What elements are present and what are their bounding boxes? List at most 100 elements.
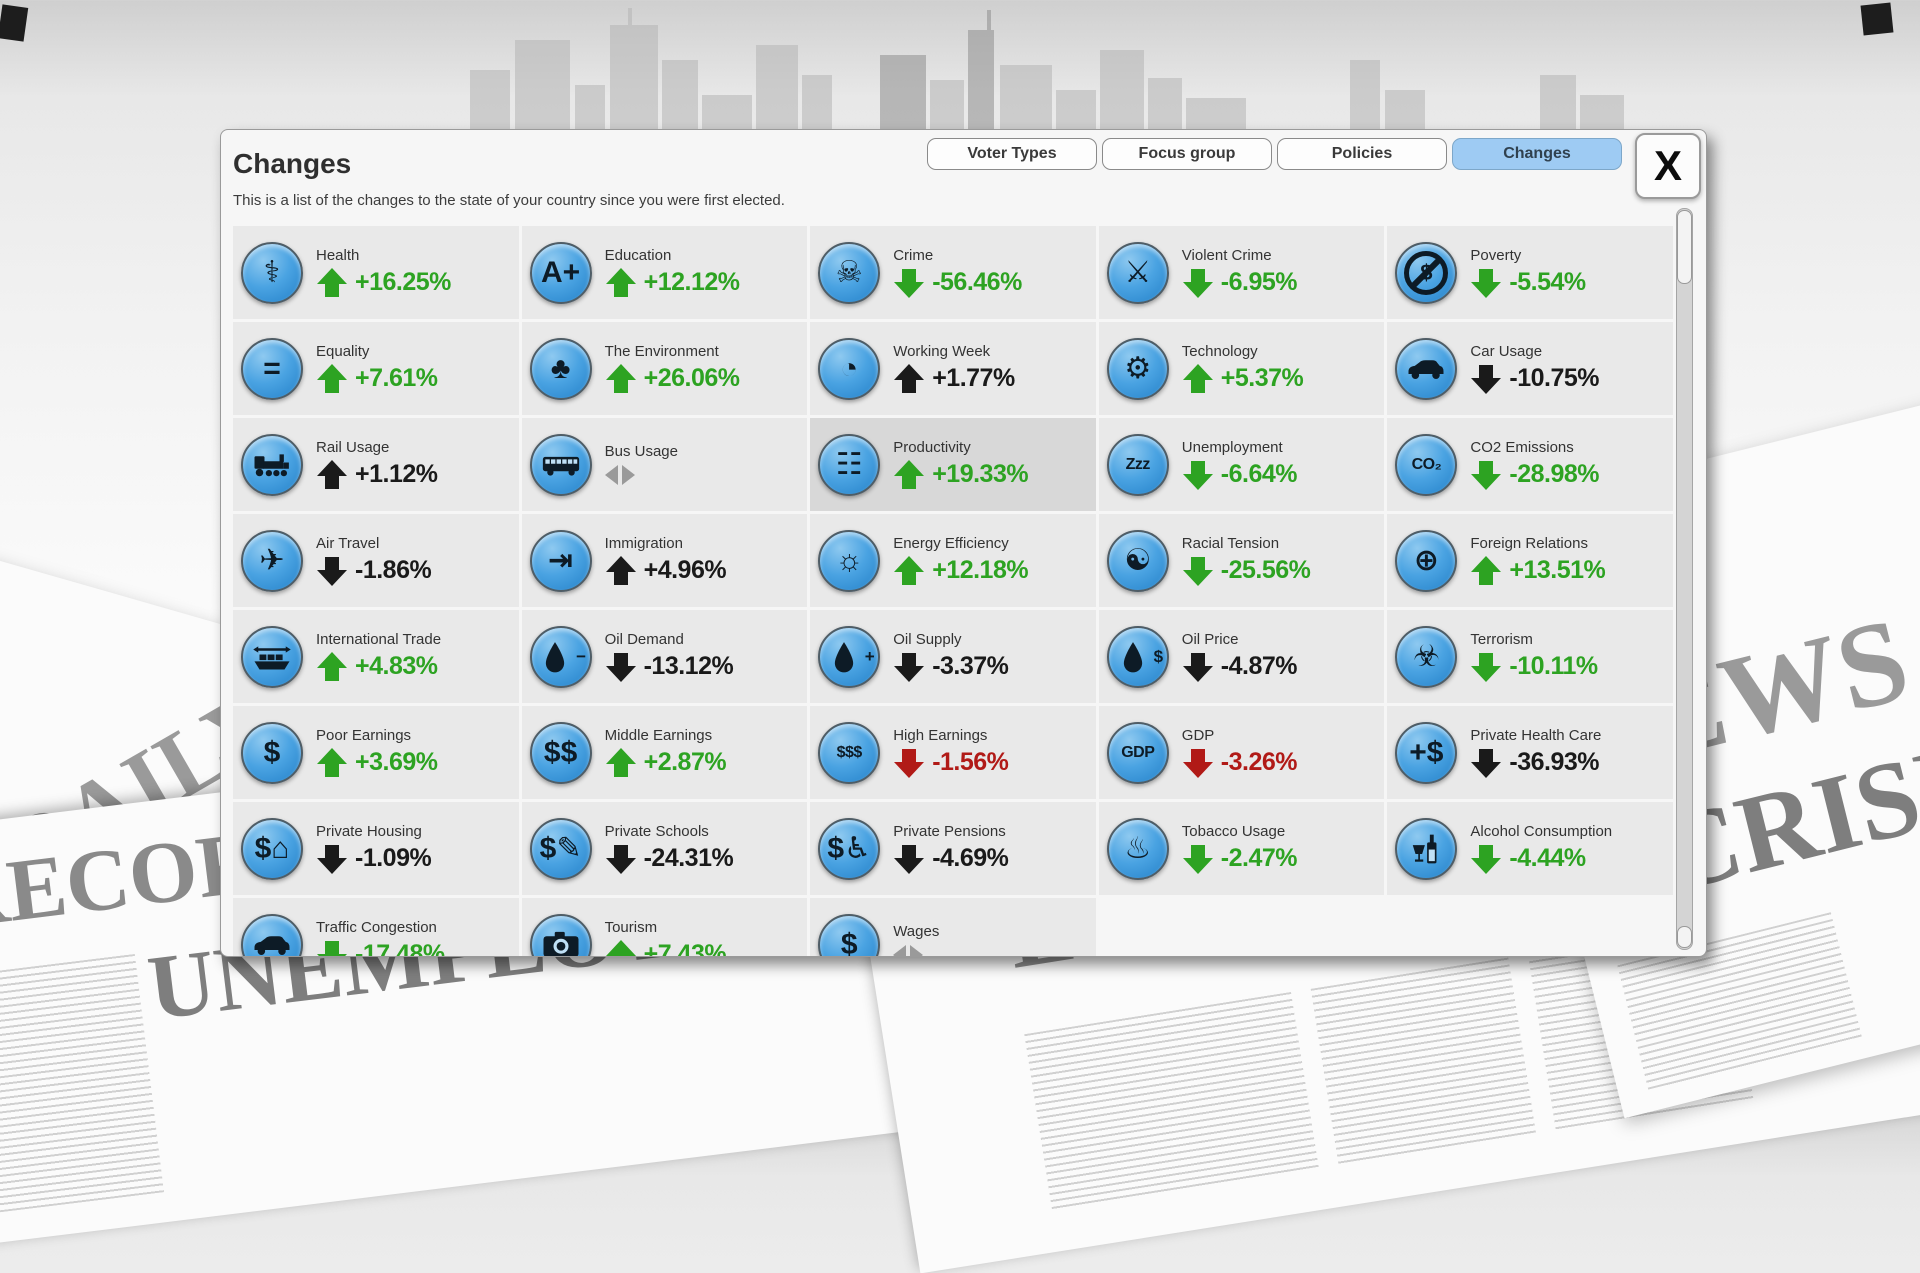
change-cell-private-pensions[interactable]: $♿ Private Pensions -4.69% <box>810 802 1096 895</box>
change-cell-high-earnings[interactable]: $$$ High Earnings -1.56% <box>810 706 1096 799</box>
stat-change-value: -10.11% <box>1509 652 1598 680</box>
change-cell-international-trade[interactable]: International Trade +4.83% <box>233 610 519 703</box>
up-arrow-icon <box>316 363 348 395</box>
tab-voter-types[interactable]: Voter Types <box>927 138 1097 170</box>
down-arrow-icon <box>1182 651 1214 683</box>
terrorism-icon: ☣ <box>1395 625 1458 688</box>
stat-label: Violent Crime <box>1181 246 1272 264</box>
productivity-icon: ☷ <box>818 433 881 496</box>
up-arrow-icon <box>605 267 637 299</box>
stat-change-value: +4.96% <box>643 556 727 584</box>
stat-label: High Earnings <box>893 726 988 744</box>
change-cell-poverty[interactable]: $ Poverty -5.54% <box>1387 226 1673 319</box>
close-button[interactable]: X <box>1635 133 1701 199</box>
down-arrow-icon <box>893 843 925 875</box>
change-cell-tourism[interactable]: Tourism +7.43% <box>521 898 808 956</box>
change-cell-health[interactable]: ⚕ Health +16.25% <box>233 226 519 319</box>
down-arrow-icon <box>605 651 637 683</box>
change-cell-middle-earnings[interactable]: $$ Middle Earnings +2.87% <box>521 706 808 799</box>
oil-drop-dollar-icon: $ <box>1106 625 1169 688</box>
immigration-icon: ⇥ <box>529 529 592 592</box>
change-cell-terrorism[interactable]: ☣ Terrorism -10.11% <box>1387 610 1673 703</box>
health-icon: ⚕ <box>241 241 303 304</box>
down-arrow-icon <box>1470 267 1502 299</box>
tab-changes[interactable]: Changes <box>1452 138 1622 170</box>
stat-label: Racial Tension <box>1181 534 1280 552</box>
scrollbar-track[interactable] <box>1676 208 1693 950</box>
stat-label: Tourism <box>604 918 658 936</box>
stat-change-value: -4.44% <box>1509 844 1586 872</box>
up-arrow-icon <box>316 651 348 683</box>
change-cell-oil-price[interactable]: $ Oil Price -4.87% <box>1098 610 1385 703</box>
change-cell-co2-emissions[interactable]: CO₂ CO2 Emissions -28.98% <box>1387 418 1673 511</box>
dollar-pension-icon: $♿ <box>818 817 881 880</box>
change-cell-rail-usage[interactable]: Rail Usage +1.12% <box>233 418 519 511</box>
yin-yang-icon: ☯ <box>1106 529 1169 592</box>
change-cell-energy-efficiency[interactable]: ☼ Energy Efficiency +12.18% <box>810 514 1096 607</box>
up-arrow-icon <box>605 747 637 779</box>
change-cell-violent-crime[interactable]: ⚔ Violent Crime -6.95% <box>1098 226 1385 319</box>
change-cell-car-usage[interactable]: Car Usage -10.75% <box>1387 322 1673 415</box>
globe-icon: ⊕ <box>1395 529 1458 592</box>
change-cell-tobacco-usage[interactable]: ♨ Tobacco Usage -2.47% <box>1098 802 1385 895</box>
down-arrow-icon <box>1470 459 1502 491</box>
stat-change-value: -6.95% <box>1220 268 1298 296</box>
car-icon <box>1395 337 1458 400</box>
stat-label: Poverty <box>1470 246 1522 264</box>
up-arrow-icon <box>1470 555 1502 587</box>
up-arrow-icon <box>893 459 925 491</box>
change-cell-oil-supply[interactable]: + Oil Supply -3.37% <box>810 610 1096 703</box>
change-cell-private-schools[interactable]: $✎ Private Schools -24.31% <box>521 802 808 895</box>
change-cell-the-environment[interactable]: ♣ The Environment +26.06% <box>521 322 808 415</box>
flat-arrow-icon <box>893 943 924 956</box>
stat-change-value: +1.77% <box>932 364 1015 392</box>
stat-label: Tobacco Usage <box>1181 822 1286 840</box>
stat-change-value: -4.69% <box>932 844 1009 872</box>
change-cell-gdp[interactable]: GDP GDP -3.26% <box>1098 706 1385 799</box>
change-cell-racial-tension[interactable]: ☯ Racial Tension -25.56% <box>1098 514 1385 607</box>
change-cell-foreign-relations[interactable]: ⊕ Foreign Relations +13.51% <box>1387 514 1673 607</box>
tab-focus-group[interactable]: Focus group <box>1102 138 1272 170</box>
stat-label: Health <box>316 246 360 264</box>
change-cell-unemployment[interactable]: Zzz Unemployment -6.64% <box>1098 418 1385 511</box>
dollar-house-icon: $⌂ <box>241 817 303 880</box>
change-cell-equality[interactable]: = Equality +7.61% <box>233 322 519 415</box>
change-cell-air-travel[interactable]: ✈ Air Travel -1.86% <box>233 514 519 607</box>
stat-change-value: -6.64% <box>1220 460 1298 488</box>
scrollbar-thumb[interactable] <box>1677 210 1692 284</box>
change-cell-immigration[interactable]: ⇥ Immigration +4.96% <box>521 514 808 607</box>
change-cell-bus-usage[interactable]: Bus Usage <box>521 418 808 511</box>
change-cell-alcohol-consumption[interactable]: Alcohol Consumption -4.44% <box>1387 802 1673 895</box>
crime-icon: ☠ <box>818 241 881 304</box>
change-cell-technology[interactable]: ⚙ Technology +5.37% <box>1098 322 1385 415</box>
flat-arrow-icon <box>604 463 635 487</box>
stat-change-value: -10.75% <box>1509 364 1600 392</box>
stat-label: Alcohol Consumption <box>1470 822 1613 840</box>
no-dollar-icon: $ <box>1395 241 1458 304</box>
change-cell-wages[interactable]: $ Wages <box>810 898 1096 956</box>
stat-change-value: +1.12% <box>355 460 438 488</box>
working-week-icon: ◔ <box>818 337 881 400</box>
tab-policies[interactable]: Policies <box>1277 138 1447 170</box>
change-cell-poor-earnings[interactable]: $ Poor Earnings +3.69% <box>233 706 519 799</box>
stat-change-value: +26.06% <box>643 364 740 392</box>
change-cell-crime[interactable]: ☠ Crime -56.46% <box>810 226 1096 319</box>
stat-label: Bus Usage <box>604 442 678 460</box>
cargo-ship-icon <box>241 625 303 688</box>
change-cell-traffic-congestion[interactable]: Traffic Congestion -17.48% <box>233 898 519 956</box>
stat-change-value: +12.18% <box>932 556 1029 584</box>
scrollbar-end-cap[interactable] <box>1677 926 1692 948</box>
change-cell-oil-demand[interactable]: − Oil Demand -13.12% <box>521 610 808 703</box>
stat-label: Oil Demand <box>604 630 684 648</box>
change-cell-productivity[interactable]: ☷ Productivity +19.33% <box>810 418 1096 511</box>
stat-change-value: -24.31% <box>643 844 734 872</box>
stat-change-value: -1.86% <box>355 556 432 584</box>
change-cell-private-housing[interactable]: $⌂ Private Housing -1.09% <box>233 802 519 895</box>
change-cell-working-week[interactable]: ◔ Working Week +1.77% <box>810 322 1096 415</box>
stat-change-value: -56.46% <box>932 268 1022 296</box>
stat-label: Crime <box>893 246 934 264</box>
stat-label: Private Schools <box>604 822 709 840</box>
change-cell-education[interactable]: A+ Education +12.12% <box>521 226 808 319</box>
change-cell-private-health-care[interactable]: +$ Private Health Care -36.93% <box>1387 706 1673 799</box>
stat-label: Oil Supply <box>893 630 962 648</box>
